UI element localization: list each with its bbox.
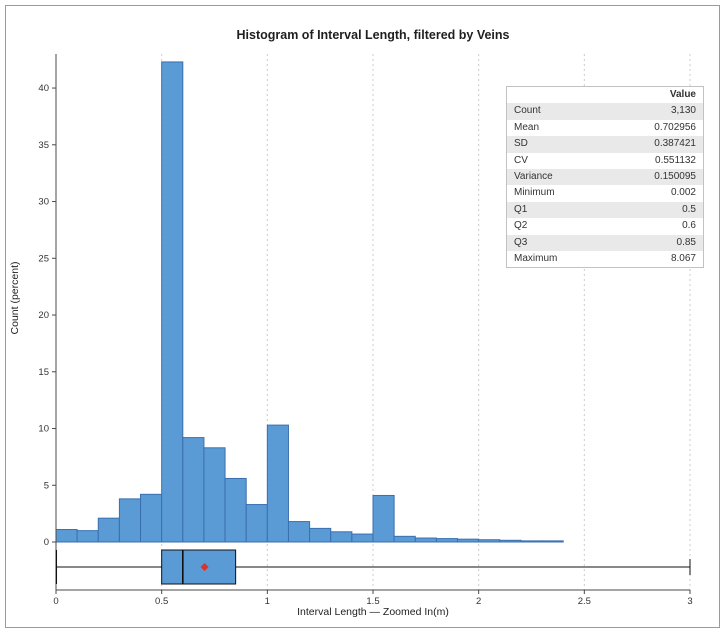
stats-row: Minimum 0.002: [507, 185, 703, 201]
chart-panel: Histogram of Interval Length, filtered b…: [5, 5, 720, 628]
histogram-bar: [182, 437, 205, 543]
x-axis-label: Interval Length — Zoomed In(m): [297, 606, 449, 618]
stat-value: 0.150095: [654, 171, 696, 183]
stats-header-label: Value: [669, 89, 696, 100]
x-tick-label: 3: [687, 596, 692, 607]
y-axis-label: Count (percent): [9, 262, 21, 335]
histogram-bar: [140, 493, 163, 543]
stats-row: CV 0.551132: [507, 153, 703, 169]
stat-label: Minimum: [514, 187, 555, 199]
y-tick-label: 20: [38, 310, 49, 321]
stat-label: Count: [514, 105, 541, 117]
boxplot-mean-marker: [200, 563, 209, 571]
x-tick-label: 1.5: [366, 596, 379, 607]
stat-label: Maximum: [514, 253, 558, 265]
stat-value: 0.387421: [654, 138, 696, 150]
stat-label: Q2: [514, 220, 528, 232]
stat-value: 0.6: [682, 220, 696, 232]
y-tick-label: 25: [38, 253, 49, 264]
histogram-bars: [55, 61, 564, 543]
stats-table: Value Count 3,130 Mean 0.702956 SD 0.387…: [506, 86, 704, 269]
y-tick-label: 35: [38, 140, 49, 151]
y-tick-label: 15: [38, 367, 49, 378]
stats-row: Q1 0.5: [507, 201, 703, 219]
y-tick-label: 10: [38, 424, 49, 435]
histogram-bar: [541, 540, 564, 543]
histogram-bar: [435, 538, 459, 543]
histogram-bar: [287, 521, 311, 543]
stats-row: Variance 0.150095: [507, 169, 703, 186]
x-tick-label: 2.5: [578, 596, 591, 607]
stat-value: 0.551132: [655, 154, 696, 166]
histogram-bar: [118, 498, 142, 543]
histogram-bar: [520, 540, 543, 543]
stat-value: 0.002: [670, 187, 696, 199]
histogram-bar: [97, 517, 120, 543]
stat-value: 3,130: [670, 105, 696, 117]
histogram-bar: [351, 533, 374, 543]
stats-row: SD 0.387421: [507, 136, 703, 153]
histogram-bar: [309, 527, 332, 543]
x-tick-label: 1: [265, 596, 270, 607]
stat-label: Variance: [514, 171, 553, 183]
histogram-bar: [76, 530, 99, 543]
stat-value: 8.067: [670, 253, 696, 265]
stat-label: SD: [514, 138, 528, 150]
stat-label: Mean: [514, 121, 540, 133]
stats-table-header: Value: [507, 87, 703, 103]
histogram-bar: [393, 535, 416, 543]
y-tick-label: 40: [38, 83, 49, 94]
stat-label: Q1: [514, 203, 528, 215]
stats-row: Mean 0.702956: [507, 120, 703, 136]
y-tick-label: 5: [44, 480, 49, 491]
histogram-bar: [161, 61, 184, 543]
stats-row: Q2 0.6: [507, 218, 703, 234]
chart-title: Histogram of Interval Length, filtered b…: [237, 28, 510, 42]
histogram-bar: [478, 539, 501, 543]
boxplot: [55, 549, 691, 585]
x-tick-label: 0: [53, 596, 58, 607]
stat-value: 0.85: [676, 236, 696, 248]
histogram-bar: [224, 477, 247, 543]
histogram-bar: [372, 494, 395, 543]
histogram-bar: [266, 424, 289, 543]
stats-row: Q3 0.85: [507, 234, 703, 252]
histogram-bar: [330, 531, 353, 543]
stat-label: CV: [514, 154, 528, 166]
histogram-bar: [499, 539, 522, 543]
histogram-bar: [245, 504, 268, 543]
histogram-bar: [203, 447, 226, 543]
y-tick-label: 0: [44, 537, 49, 548]
stats-row: Count 3,130: [507, 103, 703, 120]
stat-label: Q3: [514, 236, 528, 248]
y-tick-label: 30: [38, 197, 49, 208]
x-tick-label: 0.5: [155, 596, 168, 607]
x-tick-label: 2: [476, 596, 481, 607]
histogram-bar: [414, 537, 437, 543]
stat-value: 0.702956: [654, 121, 696, 133]
chart-canvas: Histogram of Interval Length, filtered b…: [9, 28, 693, 618]
boxplot-box: [161, 549, 237, 585]
stat-value: 0.5: [682, 203, 696, 215]
stats-row: Maximum 8.067: [507, 251, 703, 267]
histogram-bar: [457, 538, 480, 543]
histogram-bar: [55, 529, 78, 543]
